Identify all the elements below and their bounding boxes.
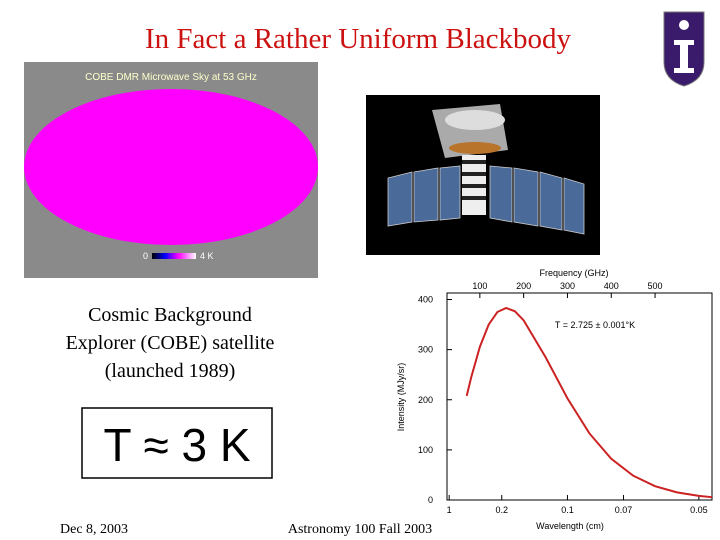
- footer-course: Astronomy 100 Fall 2003: [288, 522, 432, 537]
- y-axis-label: Intensity (MJy/sr): [396, 363, 406, 432]
- caption-line: Explorer (COBE) satellite: [66, 332, 275, 354]
- caption-line: (launched 1989): [105, 360, 236, 382]
- formula-box: [81, 407, 273, 479]
- sky-map: COBE DMR Microwave Sky at 53 GHz 0 4 K: [24, 62, 318, 278]
- sky-map-title: COBE DMR Microwave Sky at 53 GHz: [85, 72, 257, 83]
- y-tick-label: 0: [428, 495, 433, 505]
- x2-tick-label: 0.1: [561, 505, 574, 515]
- annotation: T = 2.725 ± 0.001°K: [555, 320, 635, 330]
- scale-max: 4 K: [200, 251, 214, 261]
- x-tick-label: 400: [604, 281, 619, 291]
- intensity-curve: [465, 306, 713, 499]
- x2-tick-label: 0.2: [495, 505, 508, 515]
- x-tick-label: 300: [560, 281, 575, 291]
- blackbody-plot: 0 100 200 300 400 100 200 300 400 500 1 0.2 0.1 0.07 0…: [396, 268, 713, 531]
- footer-date: Dec 8, 2003: [60, 522, 128, 537]
- y-tick-label: 400: [418, 295, 433, 305]
- x2-tick-label: 0.05: [690, 505, 708, 515]
- x2-tick-label: 1: [447, 505, 452, 515]
- logo: [663, 11, 705, 87]
- satellite-image: [366, 95, 600, 255]
- x2-tick-label: 0.07: [615, 505, 633, 515]
- x-tick-label: 200: [516, 281, 531, 291]
- plot-frame: [446, 292, 713, 501]
- slide-title: In Fact a Rather Uniform Blackbody: [145, 23, 572, 55]
- y-tick-label: 300: [418, 345, 433, 355]
- scale-min: 0: [143, 251, 148, 261]
- caption-line: Cosmic Background: [88, 304, 252, 326]
- formula: T ≈ 3 K: [103, 419, 250, 471]
- y-tick-label: 200: [418, 395, 433, 405]
- x-tick-label: 500: [648, 281, 663, 291]
- x2-axis-label: Wavelength (cm): [536, 521, 604, 531]
- y-tick-label: 100: [418, 445, 433, 455]
- x-tick-label: 100: [472, 281, 487, 291]
- x-axis-label: Frequency (GHz): [539, 268, 608, 278]
